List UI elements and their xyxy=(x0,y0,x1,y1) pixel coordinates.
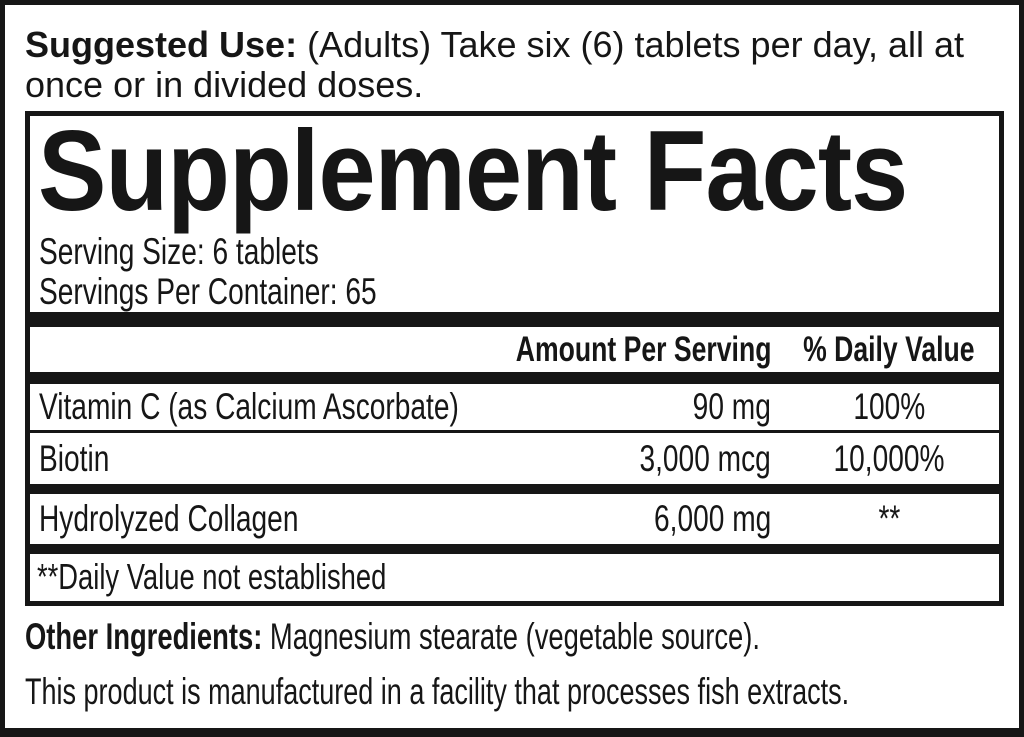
other-ingredients-paragraph: Other Ingredients: Magnesium stearate (v… xyxy=(25,616,1001,658)
column-header-row: Amount Per Serving % Daily Value xyxy=(30,327,999,372)
ingredient-amount: 3,000 mcg xyxy=(639,438,771,479)
ingredient-amount-cell: 90 mg xyxy=(30,384,771,430)
suggested-use-paragraph: Suggested Use: (Adults) Take six (6) tab… xyxy=(25,25,1001,105)
panel-title-row: Supplement Facts xyxy=(30,108,999,235)
supplement-facts-panel: Supplement Facts Serving Size: 6 tablets… xyxy=(25,111,1004,606)
ingredient-dv-cell: 10,000% xyxy=(775,433,1003,484)
other-ingredients-text: Magnesium stearate (vegetable source). xyxy=(262,616,760,657)
dv-header: % Daily Value xyxy=(803,330,975,369)
amount-header: Amount Per Serving xyxy=(515,330,771,369)
ingredient-dv-cell: ** xyxy=(775,494,1003,544)
ingredient-amount: 6,000 mg xyxy=(653,498,771,539)
serving-size: Serving Size: 6 tablets xyxy=(39,231,319,272)
thin-row-divider xyxy=(30,430,999,433)
table-row: Hydrolyzed Collagen 6,000 mg ** xyxy=(30,494,999,544)
thick-separator-top xyxy=(30,312,999,327)
ingredient-amount-cell: 3,000 mcg xyxy=(30,433,771,484)
facility-note: This product is manufactured in a facili… xyxy=(25,671,850,712)
ingredient-amount: 90 mg xyxy=(692,386,771,427)
servings-per-container: Servings Per Container: 65 xyxy=(39,271,377,312)
ingredient-dv-cell: 100% xyxy=(775,384,1003,430)
ingredient-dv: 10,000% xyxy=(833,438,945,479)
suggested-use-label: Suggested Use: xyxy=(25,24,298,65)
table-row: Biotin 3,000 mcg 10,000% xyxy=(30,433,999,484)
separator-mid xyxy=(30,484,999,494)
table-row: Vitamin C (as Calcium Ascorbate) 90 mg 1… xyxy=(30,384,999,430)
ingredient-name: Biotin xyxy=(39,438,110,479)
ingredient-dv: ** xyxy=(878,498,900,539)
ingredient-dv: 100% xyxy=(853,386,925,427)
separator-below-header xyxy=(30,372,999,384)
other-ingredients-label: Other Ingredients: xyxy=(25,616,263,657)
ingredient-name: Vitamin C (as Calcium Ascorbate) xyxy=(39,386,459,427)
ingredient-name: Hydrolyzed Collagen xyxy=(39,498,299,539)
panel-title: Supplement Facts xyxy=(38,108,908,235)
ingredient-amount-cell: 6,000 mg xyxy=(30,494,771,544)
separator-above-footnote xyxy=(30,544,999,554)
footnote: **Daily Value not established xyxy=(37,556,387,597)
dv-header-cell: % Daily Value xyxy=(775,327,1003,372)
suggested-use-text: (Adults) Take six (6) tablets per day, a… xyxy=(25,24,965,105)
amount-header-cell: Amount Per Serving xyxy=(30,327,771,372)
